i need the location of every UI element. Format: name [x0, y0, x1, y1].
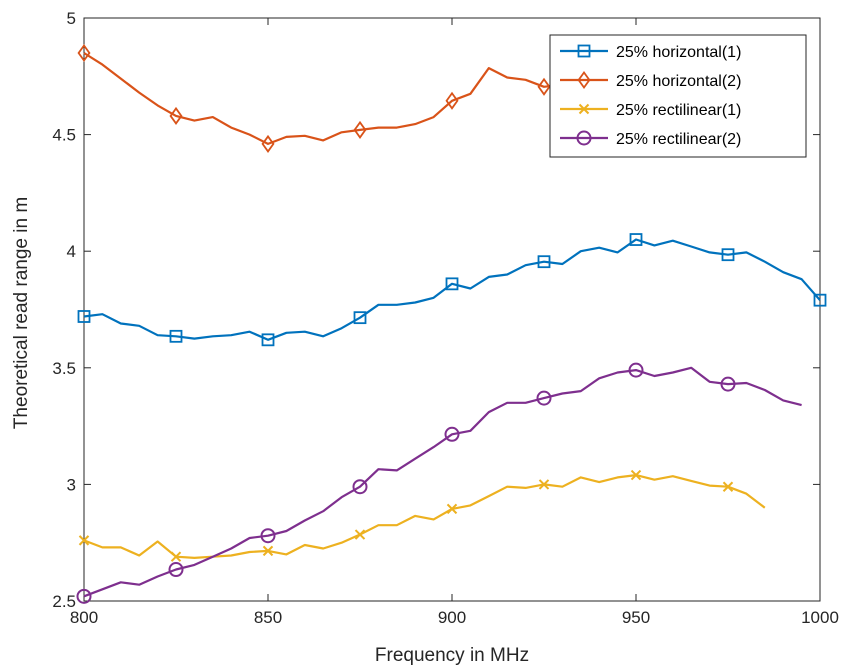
- data-point-marker: [261, 134, 275, 153]
- legend-swatch-marker: [577, 44, 591, 58]
- series-line: [83, 474, 766, 560]
- y-axis-title: Theoretical read range in m: [11, 197, 32, 429]
- x-axis-title: Frequency in MHz: [375, 645, 529, 666]
- data-point-marker: [444, 426, 460, 442]
- data-point-marker: [169, 106, 183, 125]
- x-marker-stroke: [262, 545, 274, 557]
- data-point-marker: [446, 503, 458, 515]
- y-tick-label: 5: [67, 9, 76, 28]
- data-point-marker: [262, 545, 274, 557]
- data-point-marker: [353, 311, 367, 325]
- series-2: [77, 43, 563, 153]
- x-tick-label: 800: [70, 608, 98, 627]
- y-tick-label: 3.5: [52, 359, 76, 378]
- legend-box: [549, 34, 807, 158]
- data-point-marker: [260, 528, 276, 544]
- data-point-marker: [78, 535, 90, 546]
- data-point-marker: [722, 481, 734, 492]
- data-point-marker: [445, 91, 459, 110]
- axes: 800 850 900 950 1000 2.5 3 3.5 4 4.5 5: [52, 9, 839, 627]
- legend-label: 25% horizontal(1): [616, 44, 741, 61]
- x-marker-stroke: [578, 103, 590, 115]
- x-tick-label: 900: [438, 608, 466, 627]
- legend-swatch-marker: [578, 103, 590, 115]
- legend-label: 25% rectilinear(2): [616, 131, 741, 148]
- y-tick-label: 3: [67, 475, 76, 494]
- x-tick-label: 950: [622, 608, 650, 627]
- data-point-marker: [261, 333, 275, 347]
- data-point-marker: [76, 588, 92, 604]
- legend-label: 25% horizontal(2): [616, 73, 741, 90]
- series-lines: [76, 43, 827, 604]
- legend-item: 25% rectilinear(1): [560, 102, 741, 119]
- data-point-marker: [536, 390, 552, 406]
- legend-item: 25% rectilinear(2): [560, 130, 741, 148]
- data-point-marker: [353, 120, 367, 139]
- legend: 25% horizontal(1) 25% horizontal(2) 25% re…: [549, 34, 807, 158]
- series-line: [83, 238, 821, 341]
- data-point-marker: [169, 329, 183, 343]
- series-1: [77, 233, 827, 347]
- data-point-marker: [445, 277, 459, 291]
- y-tick-label: 4.5: [52, 126, 76, 145]
- x-marker-stroke: [538, 479, 550, 490]
- x-marker-stroke: [630, 469, 642, 481]
- y-tick-label: 4: [67, 242, 76, 261]
- legend-label: 25% rectilinear(1): [616, 102, 741, 119]
- legend-item: 25% horizontal(1): [560, 44, 741, 61]
- x-marker-stroke: [354, 529, 366, 540]
- legend-item: 25% horizontal(2): [560, 70, 741, 90]
- series-line: [83, 52, 563, 145]
- x-tick-label: 1000: [801, 608, 839, 627]
- x-marker-stroke: [446, 503, 458, 515]
- data-point-marker: [537, 77, 551, 96]
- data-point-marker: [168, 562, 184, 578]
- data-point-marker: [813, 293, 827, 307]
- x-tick-label: 850: [254, 608, 282, 627]
- data-point-marker: [352, 479, 368, 495]
- series-4: [76, 362, 802, 604]
- data-point-marker: [538, 479, 550, 490]
- y-tick-label: 2.5: [52, 592, 76, 611]
- data-point-marker: [77, 43, 91, 63]
- series-3: [78, 469, 766, 562]
- legend-swatch-marker: [577, 70, 591, 90]
- data-point-marker: [630, 469, 642, 481]
- x-marker-stroke: [170, 551, 182, 562]
- x-marker-stroke: [722, 481, 734, 492]
- data-point-marker: [77, 310, 91, 323]
- data-point-marker: [721, 248, 735, 262]
- data-point-marker: [354, 529, 366, 540]
- x-marker-stroke: [78, 535, 90, 546]
- data-point-marker: [537, 255, 551, 269]
- data-point-marker: [720, 376, 736, 392]
- legend-swatch-marker: [576, 130, 592, 146]
- data-point-marker: [628, 362, 644, 378]
- series-line: [83, 366, 802, 598]
- data-point-marker: [170, 551, 182, 562]
- data-point-marker: [629, 233, 643, 246]
